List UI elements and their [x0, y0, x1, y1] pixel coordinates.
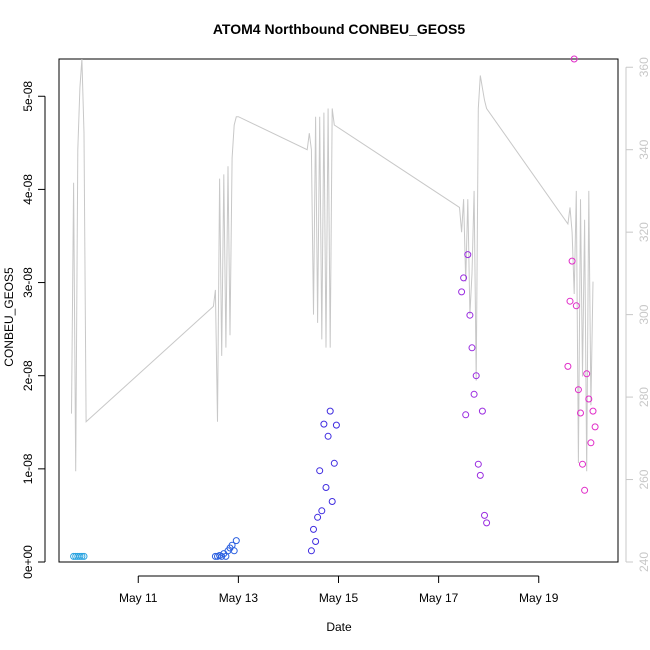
chart-title: ATOM4 Northbound CONBEU_GEOS5	[213, 21, 465, 37]
data-point-series-5	[564, 362, 572, 370]
data-point-series-5	[572, 302, 580, 310]
y-axis: 0e+00 1e-08 2e-08 3e-08 4e-08 5e-08	[21, 81, 46, 579]
y2-tick-label: 340	[637, 139, 650, 159]
data-point-series-3	[307, 547, 315, 555]
data-point-series-4	[483, 519, 491, 527]
data-point-series-5	[591, 423, 599, 431]
data-point-series-4	[466, 311, 474, 319]
data-point-series-3	[330, 459, 338, 467]
data-point-series-4	[458, 288, 466, 296]
data-point-series-5	[574, 386, 582, 394]
data-point-series-4	[481, 511, 488, 519]
x-tick-label: May 15	[319, 591, 359, 605]
y2-axis: 240 260 280 300 320 340 360	[625, 57, 650, 572]
data-point-series-2	[232, 537, 240, 545]
y-tick-label: 0e+00	[21, 545, 35, 579]
x-tick-label: May 11	[119, 591, 158, 605]
y-tick-label: 3e-08	[21, 267, 35, 298]
x-tick-label: May 19	[519, 591, 559, 605]
data-point-series-4	[474, 460, 482, 468]
data-point-series-5	[577, 409, 584, 417]
y-tick-label: 4e-08	[21, 174, 35, 205]
data-point-series-4	[472, 372, 480, 380]
x-axis-label: Date	[326, 620, 352, 634]
data-point-series-4	[464, 251, 472, 259]
data-point-series-3	[332, 421, 340, 429]
y-tick-label: 5e-08	[21, 81, 35, 112]
points-layer	[70, 55, 599, 560]
data-point-series-3	[310, 525, 317, 533]
y-tick-label: 2e-08	[21, 360, 35, 391]
data-point-series-3	[314, 513, 322, 521]
data-point-series-5	[568, 257, 576, 265]
data-point-series-3	[312, 538, 320, 545]
y2-tick-label: 260	[637, 469, 650, 489]
data-point-series-4	[476, 471, 484, 479]
y2-tick-label: 320	[637, 222, 650, 242]
x-tick-label: May 13	[219, 591, 259, 605]
data-point-series-1	[78, 552, 86, 560]
data-point-series-3	[316, 467, 324, 475]
y2-tick-label: 280	[637, 387, 650, 407]
data-point-series-5	[589, 407, 597, 415]
data-point-series-4	[460, 274, 468, 282]
data-point-series-5	[587, 439, 595, 447]
secondary-series-line	[71, 58, 594, 472]
secondary-line-layer	[71, 58, 594, 472]
x-tick-label: May 17	[419, 591, 459, 605]
y2-tick-label: 300	[637, 304, 650, 324]
y2-tick-label: 240	[637, 552, 650, 572]
data-point-series-5	[566, 297, 574, 305]
data-point-series-5	[581, 486, 589, 494]
data-point-series-5	[570, 55, 578, 63]
data-point-series-2	[230, 547, 238, 555]
data-point-series-1	[80, 552, 88, 560]
y2-tick-label: 360	[637, 57, 650, 77]
data-point-series-3	[328, 498, 336, 505]
data-point-series-3	[320, 420, 328, 428]
x-axis: May 11 May 13 May 15 May 17 May 19	[119, 575, 559, 605]
data-point-series-3	[322, 484, 330, 491]
data-point-series-1	[76, 552, 84, 560]
data-point-series-4	[478, 407, 486, 415]
data-point-series-4	[462, 411, 470, 419]
y-tick-label: 1e-08	[21, 453, 35, 484]
plot-frame	[58, 58, 619, 563]
data-point-series-5	[579, 460, 586, 468]
data-point-series-3	[318, 507, 326, 515]
data-point-series-4	[470, 390, 478, 398]
y-axis-label: CONBEU_GEOS5	[2, 267, 16, 367]
data-point-series-3	[326, 407, 334, 415]
data-point-series-5	[585, 395, 593, 403]
data-point-series-5	[583, 370, 591, 378]
data-point-series-3	[324, 432, 332, 440]
data-point-series-4	[468, 344, 476, 352]
